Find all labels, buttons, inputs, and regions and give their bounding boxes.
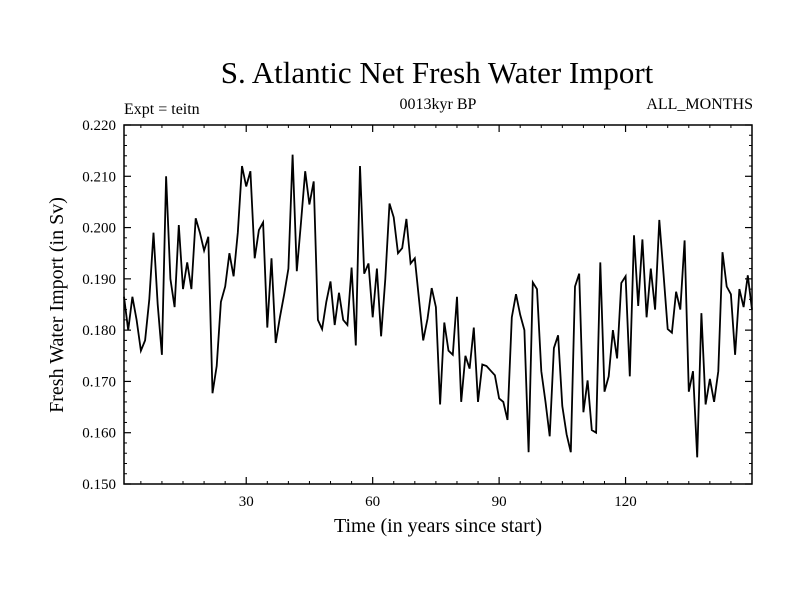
chart-title: S. Atlantic Net Fresh Water Import bbox=[221, 55, 654, 90]
series-layer bbox=[123, 154, 753, 458]
months-label: ALL_MONTHS bbox=[646, 96, 753, 113]
period-label: 0013kyr BP bbox=[400, 96, 477, 113]
y-tick-label: 0.170 bbox=[82, 374, 116, 390]
plot-frame bbox=[123, 124, 753, 485]
y-tick-label: 0.180 bbox=[82, 323, 116, 339]
y-tick-label: 0.210 bbox=[82, 169, 116, 185]
y-tick-label: 0.220 bbox=[82, 118, 116, 134]
y-tick-label: 0.150 bbox=[82, 477, 116, 493]
x-axis: 30 60 90 120 bbox=[140, 125, 732, 510]
x-tick-label: 60 bbox=[365, 494, 380, 510]
experiment-label: Expt = teitn bbox=[124, 101, 200, 118]
x-tick-label: 90 bbox=[492, 494, 507, 510]
x-axis-label: Time (in years since start) bbox=[334, 515, 542, 537]
series-line bbox=[123, 154, 753, 458]
y-tick-label: 0.200 bbox=[82, 221, 116, 237]
x-tick-label: 30 bbox=[239, 494, 254, 510]
y-tick-label: 0.190 bbox=[82, 272, 116, 288]
x-tick-label: 120 bbox=[614, 494, 637, 510]
y-axis: 0.150 0.160 0.170 0.180 0.190 0.200 0.210 0.220 bbox=[82, 118, 752, 493]
y-tick-label: 0.160 bbox=[82, 426, 116, 442]
y-axis-label: Fresh Water Import (in Sv) bbox=[46, 197, 68, 413]
